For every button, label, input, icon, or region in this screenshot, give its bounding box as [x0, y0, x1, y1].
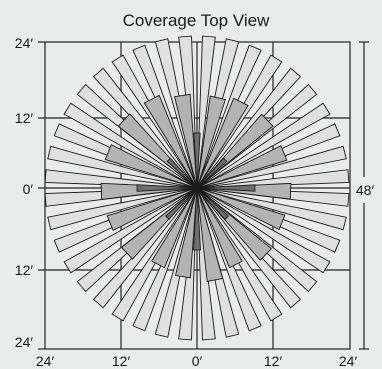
outer-coverage-zone [63, 187, 198, 274]
inner-coverage-zone [196, 187, 229, 220]
left-tick-label-center: 0′ [23, 181, 34, 197]
inner-coverage-zone [165, 187, 198, 220]
inner-coverage-zones [136, 132, 256, 251]
left-tick-label-lower: 12′ [15, 262, 34, 278]
outer-coverage-zone [47, 187, 198, 231]
outer-coverage-zone [47, 145, 198, 189]
outer-coverage-zone [196, 187, 331, 274]
bottom-tick-label-midright: 12′ [264, 353, 283, 369]
outer-coverage-zone [196, 35, 216, 189]
inner-coverage-zone [196, 157, 228, 189]
left-tick-label-top: 24′ [15, 35, 34, 51]
inner-coverage-zone [136, 184, 198, 192]
middle-coverage-zone [196, 187, 243, 269]
middle-coverage-zone [196, 187, 286, 231]
inner-coverage-zone [166, 157, 198, 189]
middle-coverage-zone [196, 97, 249, 189]
middle-coverage-zone [196, 144, 288, 189]
outer-coverage-zone [63, 102, 198, 189]
dimension-line [359, 41, 369, 350]
sensor-center [194, 185, 200, 191]
bottom-tick-label-left: 24′ [36, 353, 55, 369]
left-tick-label-upper: 12′ [15, 110, 34, 126]
middle-coverage-zone [196, 95, 226, 189]
middle-coverage-zone [104, 144, 198, 189]
coverage-grid [44, 41, 351, 350]
outer-coverage-zone [196, 145, 347, 189]
middle-coverage-zone [174, 93, 198, 189]
middle-coverage-zone [106, 187, 198, 232]
middle-coverage-zone [143, 94, 198, 189]
diagram-title: Coverage Top View [123, 11, 271, 30]
bottom-tick-label-right: 24′ [339, 353, 358, 369]
middle-coverage-zone [174, 187, 198, 279]
inner-coverage-zone [193, 132, 201, 189]
outer-coverage-zone [196, 187, 347, 231]
middle-coverage-zone [196, 187, 224, 283]
inner-coverage-zone [196, 184, 256, 192]
left-tick-marks [38, 41, 45, 350]
bottom-axis-labels: 24′ 12′ 0′ 12′ 24′ [36, 353, 358, 369]
inner-coverage-zone [193, 187, 201, 251]
middle-coverage-zone [151, 187, 198, 269]
left-axis-labels: 24′ 12′ 0′ 12′ 24′ [15, 35, 34, 350]
bottom-tick-label-midleft: 12′ [112, 353, 131, 369]
outer-coverage-zone [196, 102, 331, 189]
dimension-label: 48′ [356, 182, 375, 198]
bottom-tick-label-center: 0′ [192, 353, 203, 369]
left-tick-label-bottom: 24′ [15, 334, 34, 350]
